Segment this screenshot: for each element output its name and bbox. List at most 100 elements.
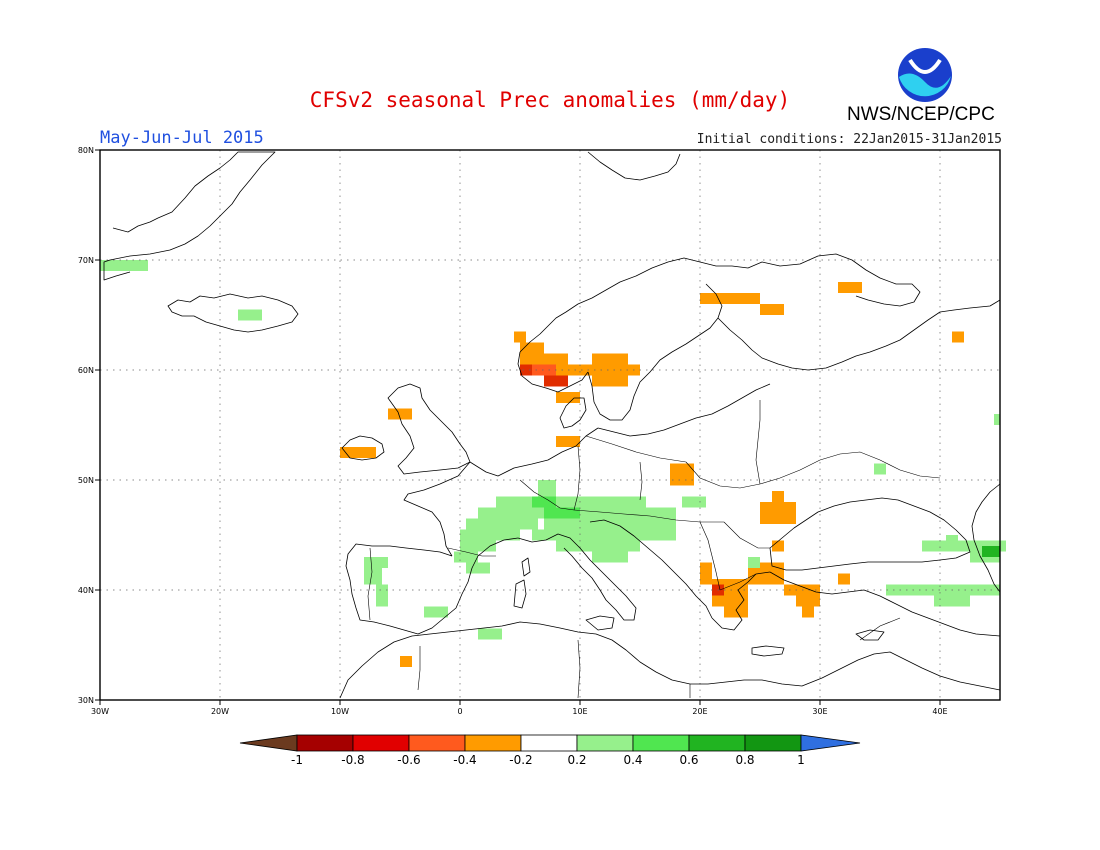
anomaly-cell-4: [520, 353, 532, 365]
coast-sicily: [585, 615, 615, 631]
anomaly-cell-14: [556, 392, 580, 403]
anomaly-cell-17: [340, 447, 376, 458]
coast-crete: [751, 645, 785, 657]
lat-label: 30N: [78, 696, 94, 705]
anomaly-cell-38: [466, 518, 538, 530]
lon-label: 40E: [932, 707, 947, 716]
colorbar-label: 0.6: [679, 753, 698, 767]
colorbar-arrow-low: [239, 734, 298, 752]
colorbar-legend: -1 -0.8 -0.6 -0.4 -0.2 0.2 0.4 0.6 0.8 1: [239, 734, 861, 767]
anomaly-cell-66: [982, 546, 1000, 557]
anomaly-cell-0: [100, 260, 148, 271]
coast-italy: [517, 533, 637, 621]
coast-denmark: [559, 397, 587, 429]
anomaly-cell-2: [514, 331, 526, 343]
lon-label: 20W: [211, 707, 229, 716]
coast-baltic-south: [597, 383, 771, 437]
anomaly-cell-47: [556, 540, 640, 552]
coast-iceland: [167, 293, 299, 333]
coast-greenland: [103, 151, 276, 281]
colorbar-segment: [296, 734, 354, 752]
colorbar-label: 0.8: [735, 753, 754, 767]
noaa-logo-icon: [895, 45, 955, 105]
map-gridlines: [100, 150, 1000, 700]
anomaly-cell-36: [496, 496, 544, 508]
anomaly-cell-56: [748, 557, 760, 568]
anomaly-cell-29: [724, 606, 748, 618]
lat-label: 70N: [78, 256, 94, 265]
anomaly-cells: [100, 260, 1006, 667]
colorbar-arrow-high: [800, 734, 861, 752]
lon-label: 10E: [572, 707, 587, 716]
coast-norway: [519, 253, 921, 353]
lon-label: 10W: [331, 707, 349, 716]
colorbar-segment: [744, 734, 802, 752]
anomaly-cell-62: [934, 595, 970, 607]
lon-label: 30W: [91, 707, 109, 716]
lat-label: 50N: [78, 476, 94, 485]
anomaly-cell-53: [376, 584, 388, 607]
coast-sardinia: [513, 579, 527, 609]
anomaly-cell-35: [400, 656, 412, 667]
colorbar-label: -0.6: [397, 753, 420, 767]
lon-label: 0: [457, 707, 462, 716]
anomaly-cell-49: [538, 480, 556, 497]
colorbar-segment: [632, 734, 690, 752]
coast-greece: [711, 571, 771, 631]
anomaly-cell-64: [544, 507, 580, 519]
colorbar-label: 0.4: [623, 753, 642, 767]
colorbar-segment: [688, 734, 746, 752]
coast-north-africa: [339, 621, 1001, 699]
anomaly-cell-46: [532, 529, 676, 541]
anomaly-cell-23: [760, 502, 796, 524]
anomaly-cell-63: [994, 414, 1000, 425]
coast-caspian: [971, 483, 1001, 593]
anomaly-cell-48: [592, 551, 628, 563]
coast-norway-south: [517, 351, 589, 393]
initial-conditions: Initial conditions: 22Jan2015-31Jan2015: [696, 132, 1002, 147]
anomaly-cell-12: [592, 375, 616, 387]
anomaly-cell-15: [556, 436, 580, 447]
anomaly-cell-24: [772, 491, 784, 502]
coast-black-sea: [769, 497, 971, 571]
anomaly-cell-41: [454, 551, 478, 563]
anomaly-cell-37: [478, 507, 538, 519]
colorbar-segment: [352, 734, 410, 752]
anomaly-cell-55: [478, 628, 502, 640]
lon-label: 20E: [692, 707, 707, 716]
country-borders: [367, 400, 941, 699]
coast-sweden: [587, 283, 723, 421]
coastlines: [103, 151, 1001, 699]
anomaly-cell-33: [802, 606, 814, 618]
colorbar-segment: [408, 734, 466, 752]
coast-turkey: [769, 571, 1001, 637]
anomaly-cell-58: [922, 540, 1006, 552]
anomaly-cell-16: [388, 408, 412, 420]
anomaly-cell-20: [838, 282, 862, 293]
anomaly-cell-11: [592, 364, 640, 376]
coast-cyprus: [855, 629, 885, 641]
anomaly-cell-39: [460, 529, 520, 541]
anomaly-cell-19: [760, 304, 784, 315]
anomaly-cell-18: [700, 293, 760, 304]
anomaly-cell-26: [700, 562, 712, 585]
anomaly-cell-50: [682, 496, 706, 508]
anomaly-cell-22: [670, 463, 694, 486]
colorbar-segment: [464, 734, 522, 752]
coast-finland: [717, 299, 1001, 371]
anomaly-cell-1: [238, 309, 262, 321]
anomaly-cell-13: [616, 375, 628, 387]
anomaly-cell-52: [364, 568, 382, 585]
anomaly-cell-9: [556, 364, 592, 376]
colorbar-label: -0.2: [509, 753, 532, 767]
anomaly-cell-42: [466, 562, 490, 574]
anomaly-cell-51: [364, 557, 388, 568]
coast-ireland: [341, 435, 385, 461]
anomaly-cell-65: [532, 496, 556, 508]
coast-britain: [387, 383, 471, 475]
colorbar-label: 1: [797, 753, 805, 767]
anomaly-cell-21: [952, 331, 964, 343]
anomaly-cell-44: [532, 507, 676, 519]
forecast-period: May-Jun-Jul 2015: [100, 128, 264, 148]
